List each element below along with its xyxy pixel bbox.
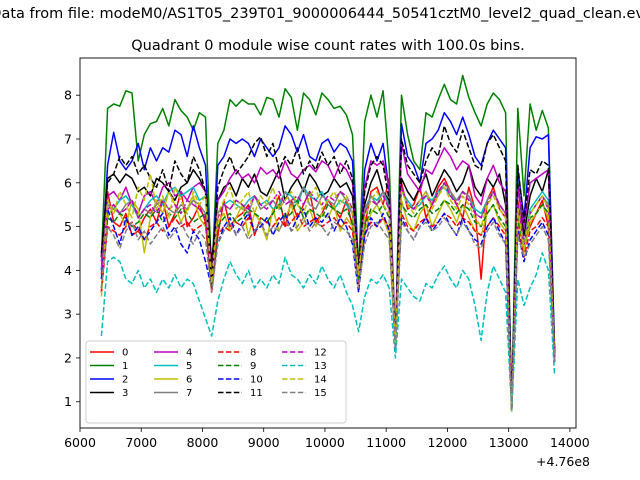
y-tick-label: 2 xyxy=(64,350,72,365)
legend-label-14: 14 xyxy=(314,375,327,386)
series-line-11 xyxy=(100,125,556,407)
y-tick-label: 8 xyxy=(64,88,72,103)
series-line-14 xyxy=(100,173,556,412)
y-tick-label: 4 xyxy=(64,263,72,278)
x-tick-label: 8000 xyxy=(187,435,219,450)
series-line-15 xyxy=(100,217,556,412)
legend-label-3: 3 xyxy=(122,388,128,399)
legend-label-7: 7 xyxy=(186,388,192,399)
x-tick-label: 12000 xyxy=(428,435,468,450)
figure-suptitle: Data from file: modeM0/AS1T05_239T01_900… xyxy=(0,6,640,22)
series-layer xyxy=(100,74,556,414)
y-tick-label: 7 xyxy=(64,132,72,147)
legend-label-8: 8 xyxy=(250,348,256,359)
legend-label-6: 6 xyxy=(186,375,192,386)
legend-label-11: 11 xyxy=(250,388,263,399)
legend-label-12: 12 xyxy=(314,348,327,359)
series-line-2 xyxy=(100,111,556,407)
legend-label-4: 4 xyxy=(186,348,192,359)
y-tick-label: 5 xyxy=(64,219,72,234)
x-tick-label: 6000 xyxy=(64,435,96,450)
x-tick-label: 10000 xyxy=(305,435,345,450)
y-tick-label: 3 xyxy=(64,307,72,322)
y-tick-label: 6 xyxy=(64,175,72,190)
x-tick-label: 13000 xyxy=(489,435,529,450)
plot-frame xyxy=(79,57,577,429)
x-tick-label: 7000 xyxy=(125,435,157,450)
series-line-9 xyxy=(100,199,556,412)
legend-label-13: 13 xyxy=(314,361,327,372)
series-line-1 xyxy=(100,74,556,412)
legend-frame xyxy=(85,340,347,424)
legend-label-0: 0 xyxy=(122,348,128,359)
x-axis-offset-text: +4.76e8 xyxy=(536,454,590,469)
series-line-8 xyxy=(100,212,556,412)
x-tick-label: 9000 xyxy=(248,435,280,450)
y-tick-label: 1 xyxy=(64,394,72,409)
legend-label-15: 15 xyxy=(314,388,327,399)
legend-label-5: 5 xyxy=(186,361,192,372)
y-axis: 1 2 3 4 5 6 7 8 xyxy=(64,88,80,409)
x-axis: 6000 7000 8000 9000 10000 11000 12000 13000 1400… xyxy=(64,428,590,450)
legend-label-9: 9 xyxy=(250,361,256,372)
series-line-10 xyxy=(100,208,556,412)
series-line-12 xyxy=(100,182,556,412)
legend-label-2: 2 xyxy=(122,375,128,386)
x-tick-label: 14000 xyxy=(550,435,590,450)
legend-label-1: 1 xyxy=(122,361,128,372)
legend-label-10: 10 xyxy=(250,375,263,386)
series-line-3 xyxy=(100,164,556,412)
x-tick-label: 11000 xyxy=(366,435,406,450)
chart-title: Quadrant 0 module wise count rates with … xyxy=(131,38,525,54)
series-line-13 xyxy=(100,252,556,414)
